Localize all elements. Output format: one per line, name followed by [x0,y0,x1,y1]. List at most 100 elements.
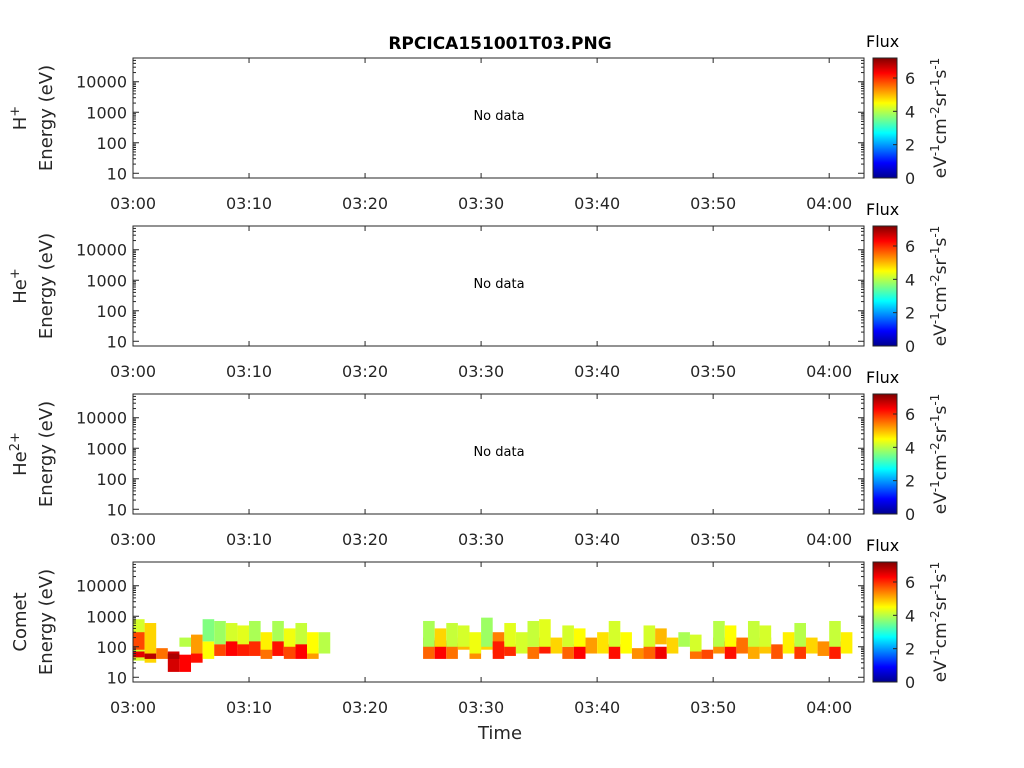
heatmap-cell [446,623,458,647]
plot-frame [132,57,865,179]
x-tick-label: 03:50 [690,698,736,717]
no-data-label: No data [473,109,524,124]
heatmap-cell [747,620,760,647]
heatmap-cell [840,632,853,654]
heatmap-cell [214,620,226,645]
heatmap-cell [283,646,296,659]
heatmap-cell [133,632,145,650]
heatmap-cell [794,643,806,659]
x-tick-label: 03:30 [458,530,504,549]
x-tick-label: 03:00 [110,194,156,213]
x-tick-label: 03:10 [226,194,272,213]
unit-base: cm [931,454,951,480]
y-tick-label: 100 [96,638,127,657]
heatmap-cell [214,644,226,656]
heatmap-cell [771,644,783,659]
panels: 03:00 03:10 03:20 03:30 03:40 03:50 04:0010100… [8,32,952,717]
colorbar-tick-label: 4 [905,606,915,625]
plot-frame [132,225,865,347]
heatmap-cell [202,641,215,659]
colorbar-tick-label: 0 [905,169,915,188]
unit-exponent: -2 [928,106,942,118]
x-tick-label: 04:00 [806,530,852,549]
colorbar-title: Flux [866,32,899,51]
plot-frame [132,393,865,515]
heatmap-cell [527,620,540,647]
y-axis-label: Energy (eV) [36,233,57,339]
y-tick-label: 100 [96,470,127,489]
unit-exponent: -1 [928,415,942,427]
heatmap-cell [504,644,516,656]
colorbar-tick-label: 0 [905,505,915,524]
heatmap-cell [191,653,203,663]
y-tick-label: 100 [96,302,127,321]
heatmap-cell [666,637,679,654]
unit-base: cm [931,286,951,312]
heatmap-cell [423,637,435,659]
unit-base: s [931,574,951,583]
colorbar [872,57,898,179]
heatmap-cell [689,651,702,659]
y-axis-species-label: He+ [8,268,32,304]
heatmap-cell [156,648,168,659]
unit-base: eV [931,156,951,178]
heatmap-cell [515,632,528,654]
heatmap-cell [225,641,238,656]
heatmap-cell [527,646,540,659]
heatmap-cell [829,641,841,659]
x-tick-label: 03:50 [690,362,736,381]
heatmap-cell [608,644,621,659]
heatmap-cell [655,646,667,659]
x-tick-label: 03:20 [342,698,388,717]
heatmap-cell [225,623,238,649]
heatmap-cell [423,620,435,647]
panel-1: 03:00 03:10 03:20 03:30 03:40 03:50 04:00 10 100… [8,32,952,213]
y-axis-label: Energy (eV) [36,65,57,171]
heatmap-cell [631,648,644,659]
species-name: He [10,451,31,476]
y-tick-label: 1000 [86,103,127,122]
x-tick-label: 03:30 [458,194,504,213]
x-tick-label: 03:50 [690,194,736,213]
heatmap-cell [724,641,737,659]
heatmap-cell [457,625,470,647]
no-data-label: No data [473,277,524,292]
heatmap-cell [620,632,632,654]
colorbar-tick-label: 0 [905,673,915,692]
x-tick-label: 03:00 [110,530,156,549]
heatmap-cell [829,620,841,647]
unit-exponent: -1 [928,58,942,70]
heatmap-cell [167,653,180,659]
colorbar-tick-label: 6 [905,573,915,592]
unit-base: sr [931,426,951,442]
heatmap-cell [573,628,586,647]
unit-base: eV [931,324,951,346]
unit-exponent: -1 [928,144,942,156]
heatmap-cell [747,641,760,659]
unit-base: s [931,238,951,247]
colorbar-title: Flux [866,536,899,555]
heatmap-cell [237,625,250,650]
unit-base: eV [931,660,951,682]
heatmap-cell [492,641,505,659]
unit-base: s [931,70,951,79]
heatmap-cell [283,628,296,654]
colorbar-tick-label: 4 [905,102,915,121]
heatmap-cell [608,620,621,647]
heatmap-cell [260,649,273,659]
heatmap-cell [678,632,690,647]
colorbar [872,561,898,683]
unit-exponent: -1 [928,394,942,406]
heatmap-cell [446,643,458,659]
species-charge: + [8,106,23,117]
x-tick-label: 03:30 [458,362,504,381]
heatmap-cell [689,634,702,652]
colorbar [872,393,898,515]
heatmap-cell [318,632,331,654]
x-tick-label: 03:20 [342,362,388,381]
x-tick-label: 03:20 [342,194,388,213]
heatmap-cell [817,641,830,656]
y-tick-label: 10000 [76,577,127,596]
colorbar-tick-label: 4 [905,438,915,457]
x-tick-label: 03:40 [574,698,620,717]
